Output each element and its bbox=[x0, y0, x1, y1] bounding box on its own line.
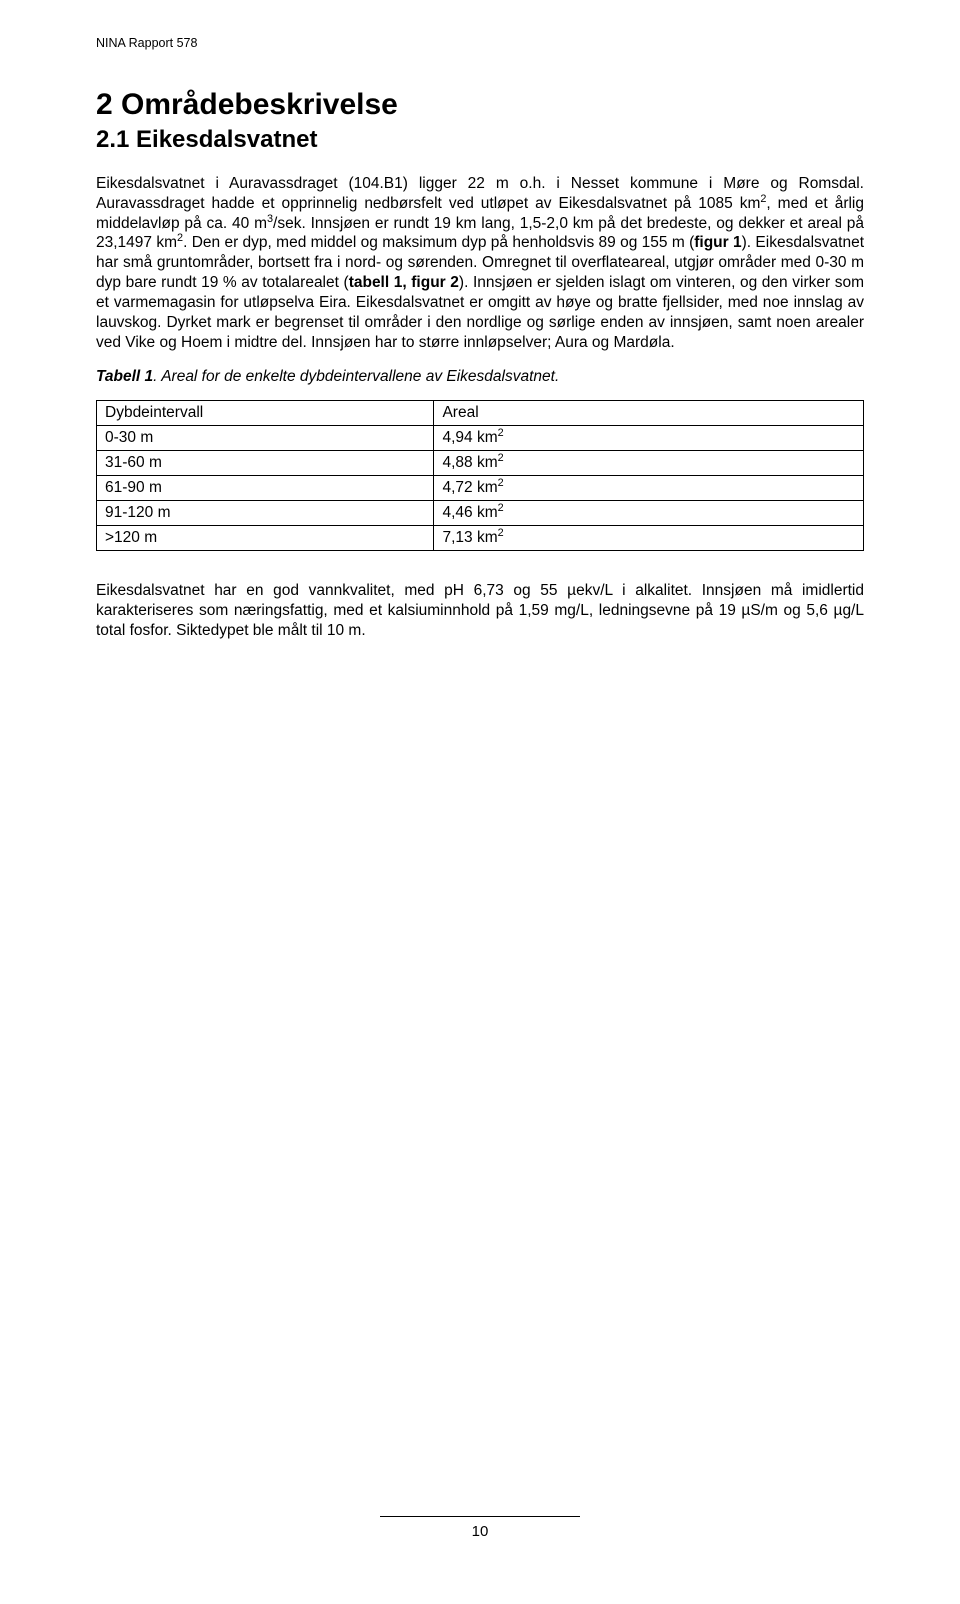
area-val: 7,13 km bbox=[442, 529, 497, 546]
cell-interval: 31-60 m bbox=[97, 451, 434, 476]
page: NINA Rapport 578 2 Områdebeskrivelse 2.1… bbox=[0, 0, 960, 1604]
paragraph-2: Eikesdalsvatnet har en god vannkvalitet,… bbox=[96, 581, 864, 640]
area-sup: 2 bbox=[498, 477, 504, 489]
cell-area: 7,13 km2 bbox=[434, 526, 864, 551]
area-sup: 2 bbox=[498, 527, 504, 539]
col-header-interval: Dybdeintervall bbox=[97, 401, 434, 426]
p1-text-6: . Den er dyp, med middel og maksimum dyp… bbox=[183, 234, 694, 251]
area-sup: 2 bbox=[498, 427, 504, 439]
p1-text-0: Eikesdalsvatnet i Auravassdraget (104.B1… bbox=[96, 175, 864, 212]
table-row: Dybdeintervall Areal bbox=[97, 401, 864, 426]
table-row: 0-30 m 4,94 km2 bbox=[97, 426, 864, 451]
area-sup: 2 bbox=[498, 502, 504, 514]
table-caption-label: Tabell 1 bbox=[96, 368, 153, 385]
table-row: 91-120 m 4,46 km2 bbox=[97, 501, 864, 526]
cell-interval: >120 m bbox=[97, 526, 434, 551]
cell-interval: 91-120 m bbox=[97, 501, 434, 526]
cell-interval: 0-30 m bbox=[97, 426, 434, 451]
area-sup: 2 bbox=[498, 452, 504, 464]
table-caption: Tabell 1. Areal for de enkelte dybdeinte… bbox=[96, 368, 864, 386]
table-row: >120 m 7,13 km2 bbox=[97, 526, 864, 551]
subsection-title: 2.1 Eikesdalsvatnet bbox=[96, 126, 864, 154]
col-header-area: Areal bbox=[434, 401, 864, 426]
paragraph-1: Eikesdalsvatnet i Auravassdraget (104.B1… bbox=[96, 174, 864, 352]
table-row: 31-60 m 4,88 km2 bbox=[97, 451, 864, 476]
cell-area: 4,88 km2 bbox=[434, 451, 864, 476]
section-title: 2 Områdebeskrivelse bbox=[96, 88, 864, 122]
footer-rule bbox=[380, 1516, 580, 1517]
cell-area: 4,72 km2 bbox=[434, 476, 864, 501]
table-row: 61-90 m 4,72 km2 bbox=[97, 476, 864, 501]
p1-bold-9: tabell 1, figur 2 bbox=[349, 274, 459, 291]
area-val: 4,88 km bbox=[442, 454, 497, 471]
page-footer: 10 bbox=[96, 1516, 864, 1540]
document-header: NINA Rapport 578 bbox=[96, 36, 864, 50]
cell-interval: 61-90 m bbox=[97, 476, 434, 501]
p1-bold-7: figur 1 bbox=[694, 234, 741, 251]
area-val: 4,94 km bbox=[442, 429, 497, 446]
table-caption-text: . Areal for de enkelte dybdeintervallene… bbox=[153, 368, 559, 385]
cell-area: 4,94 km2 bbox=[434, 426, 864, 451]
area-val: 4,72 km bbox=[442, 479, 497, 496]
cell-area: 4,46 km2 bbox=[434, 501, 864, 526]
depth-interval-table: Dybdeintervall Areal 0-30 m 4,94 km2 31-… bbox=[96, 400, 864, 551]
area-val: 4,46 km bbox=[442, 504, 497, 521]
page-number: 10 bbox=[96, 1523, 864, 1540]
